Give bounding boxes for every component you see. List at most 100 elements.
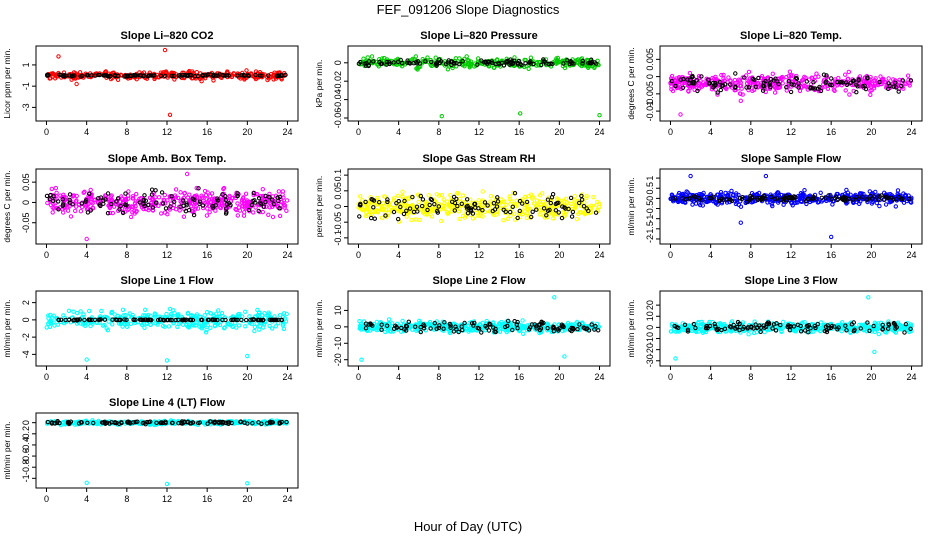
data-point — [131, 317, 136, 322]
data-point — [214, 196, 220, 201]
data-point — [832, 324, 837, 329]
outlier-point — [74, 81, 79, 87]
data-point — [593, 210, 599, 215]
outlier-point — [552, 295, 557, 300]
data-point — [804, 79, 809, 84]
data-point — [559, 215, 565, 221]
data-point — [579, 193, 584, 199]
panel-title: Slope Line 3 Flow — [745, 275, 838, 287]
data-point — [237, 73, 243, 78]
data-point — [560, 328, 565, 334]
data-point — [423, 199, 428, 205]
data-point — [418, 325, 423, 330]
data-point — [465, 211, 471, 216]
data-point — [374, 327, 379, 333]
data-point — [371, 59, 376, 64]
data-point — [428, 196, 434, 202]
data-point — [868, 88, 873, 94]
panel-title: Slope Li–820 Temp. — [740, 30, 842, 42]
data-point — [772, 90, 778, 95]
data-point — [687, 324, 692, 329]
data-point — [854, 90, 859, 95]
data-point — [544, 213, 549, 218]
y-tick-label: 0.05 — [21, 173, 31, 191]
data-point — [219, 202, 225, 207]
data-point — [462, 215, 467, 220]
data-point — [176, 317, 181, 322]
data-point — [108, 210, 113, 216]
data-point — [415, 65, 420, 71]
data-point — [510, 327, 515, 333]
data-point — [729, 188, 734, 194]
data-point — [217, 205, 223, 210]
data-point — [382, 194, 387, 199]
data-point — [66, 308, 72, 313]
x-tick-label: 20 — [866, 250, 876, 260]
data-point — [568, 59, 573, 65]
data-point — [773, 328, 779, 333]
data-point — [480, 320, 485, 326]
outlier-point — [56, 54, 61, 59]
data-point — [158, 317, 163, 322]
data-point — [358, 194, 363, 199]
data-point — [715, 92, 720, 97]
data-point — [456, 329, 461, 335]
data-point — [561, 209, 566, 215]
data-point — [687, 70, 693, 76]
data-point — [130, 196, 136, 201]
data-point — [669, 87, 674, 92]
data-point — [389, 321, 395, 326]
data-points — [357, 295, 602, 362]
data-point — [447, 204, 452, 209]
data-point — [699, 74, 704, 79]
data-point — [464, 327, 470, 332]
data-point — [719, 72, 724, 78]
outlier-point — [688, 173, 693, 179]
data-point — [894, 196, 899, 202]
data-point — [73, 208, 78, 214]
data-point — [572, 198, 577, 203]
data-point — [845, 76, 851, 82]
data-point — [719, 327, 724, 333]
data-point — [548, 200, 553, 206]
data-point — [96, 196, 101, 201]
data-point — [122, 74, 127, 79]
data-point — [441, 197, 446, 202]
outlier-point — [872, 349, 877, 355]
data-point — [197, 201, 202, 207]
outlier-point — [678, 112, 683, 117]
outlier-point — [562, 354, 567, 359]
data-point — [482, 200, 488, 205]
data-point — [683, 197, 689, 202]
x-tick-label: 16 — [826, 372, 836, 382]
data-point — [434, 192, 439, 197]
data-point — [517, 208, 522, 214]
y-tick-label: -1 — [21, 82, 31, 90]
data-point — [240, 314, 245, 319]
data-point — [109, 309, 115, 315]
x-tick-label: 12 — [162, 372, 172, 382]
data-point — [72, 317, 77, 322]
data-point — [450, 199, 455, 205]
data-point — [379, 215, 385, 221]
data-point — [572, 194, 577, 199]
data-point — [802, 188, 807, 193]
data-point — [783, 198, 788, 203]
data-point — [156, 195, 162, 200]
data-point — [139, 317, 145, 323]
y-tick-label: -0.04 — [333, 89, 343, 110]
data-point — [512, 319, 517, 324]
data-point — [843, 72, 848, 77]
data-point — [536, 62, 541, 68]
data-point — [284, 208, 289, 214]
data-point — [167, 306, 173, 312]
data-point — [851, 78, 857, 83]
data-point — [176, 195, 181, 201]
data-point — [553, 208, 559, 213]
data-point — [281, 311, 287, 316]
data-point — [81, 322, 86, 327]
data-point — [384, 323, 390, 328]
data-point — [441, 326, 446, 331]
y-tick-label: -10 — [645, 332, 655, 345]
